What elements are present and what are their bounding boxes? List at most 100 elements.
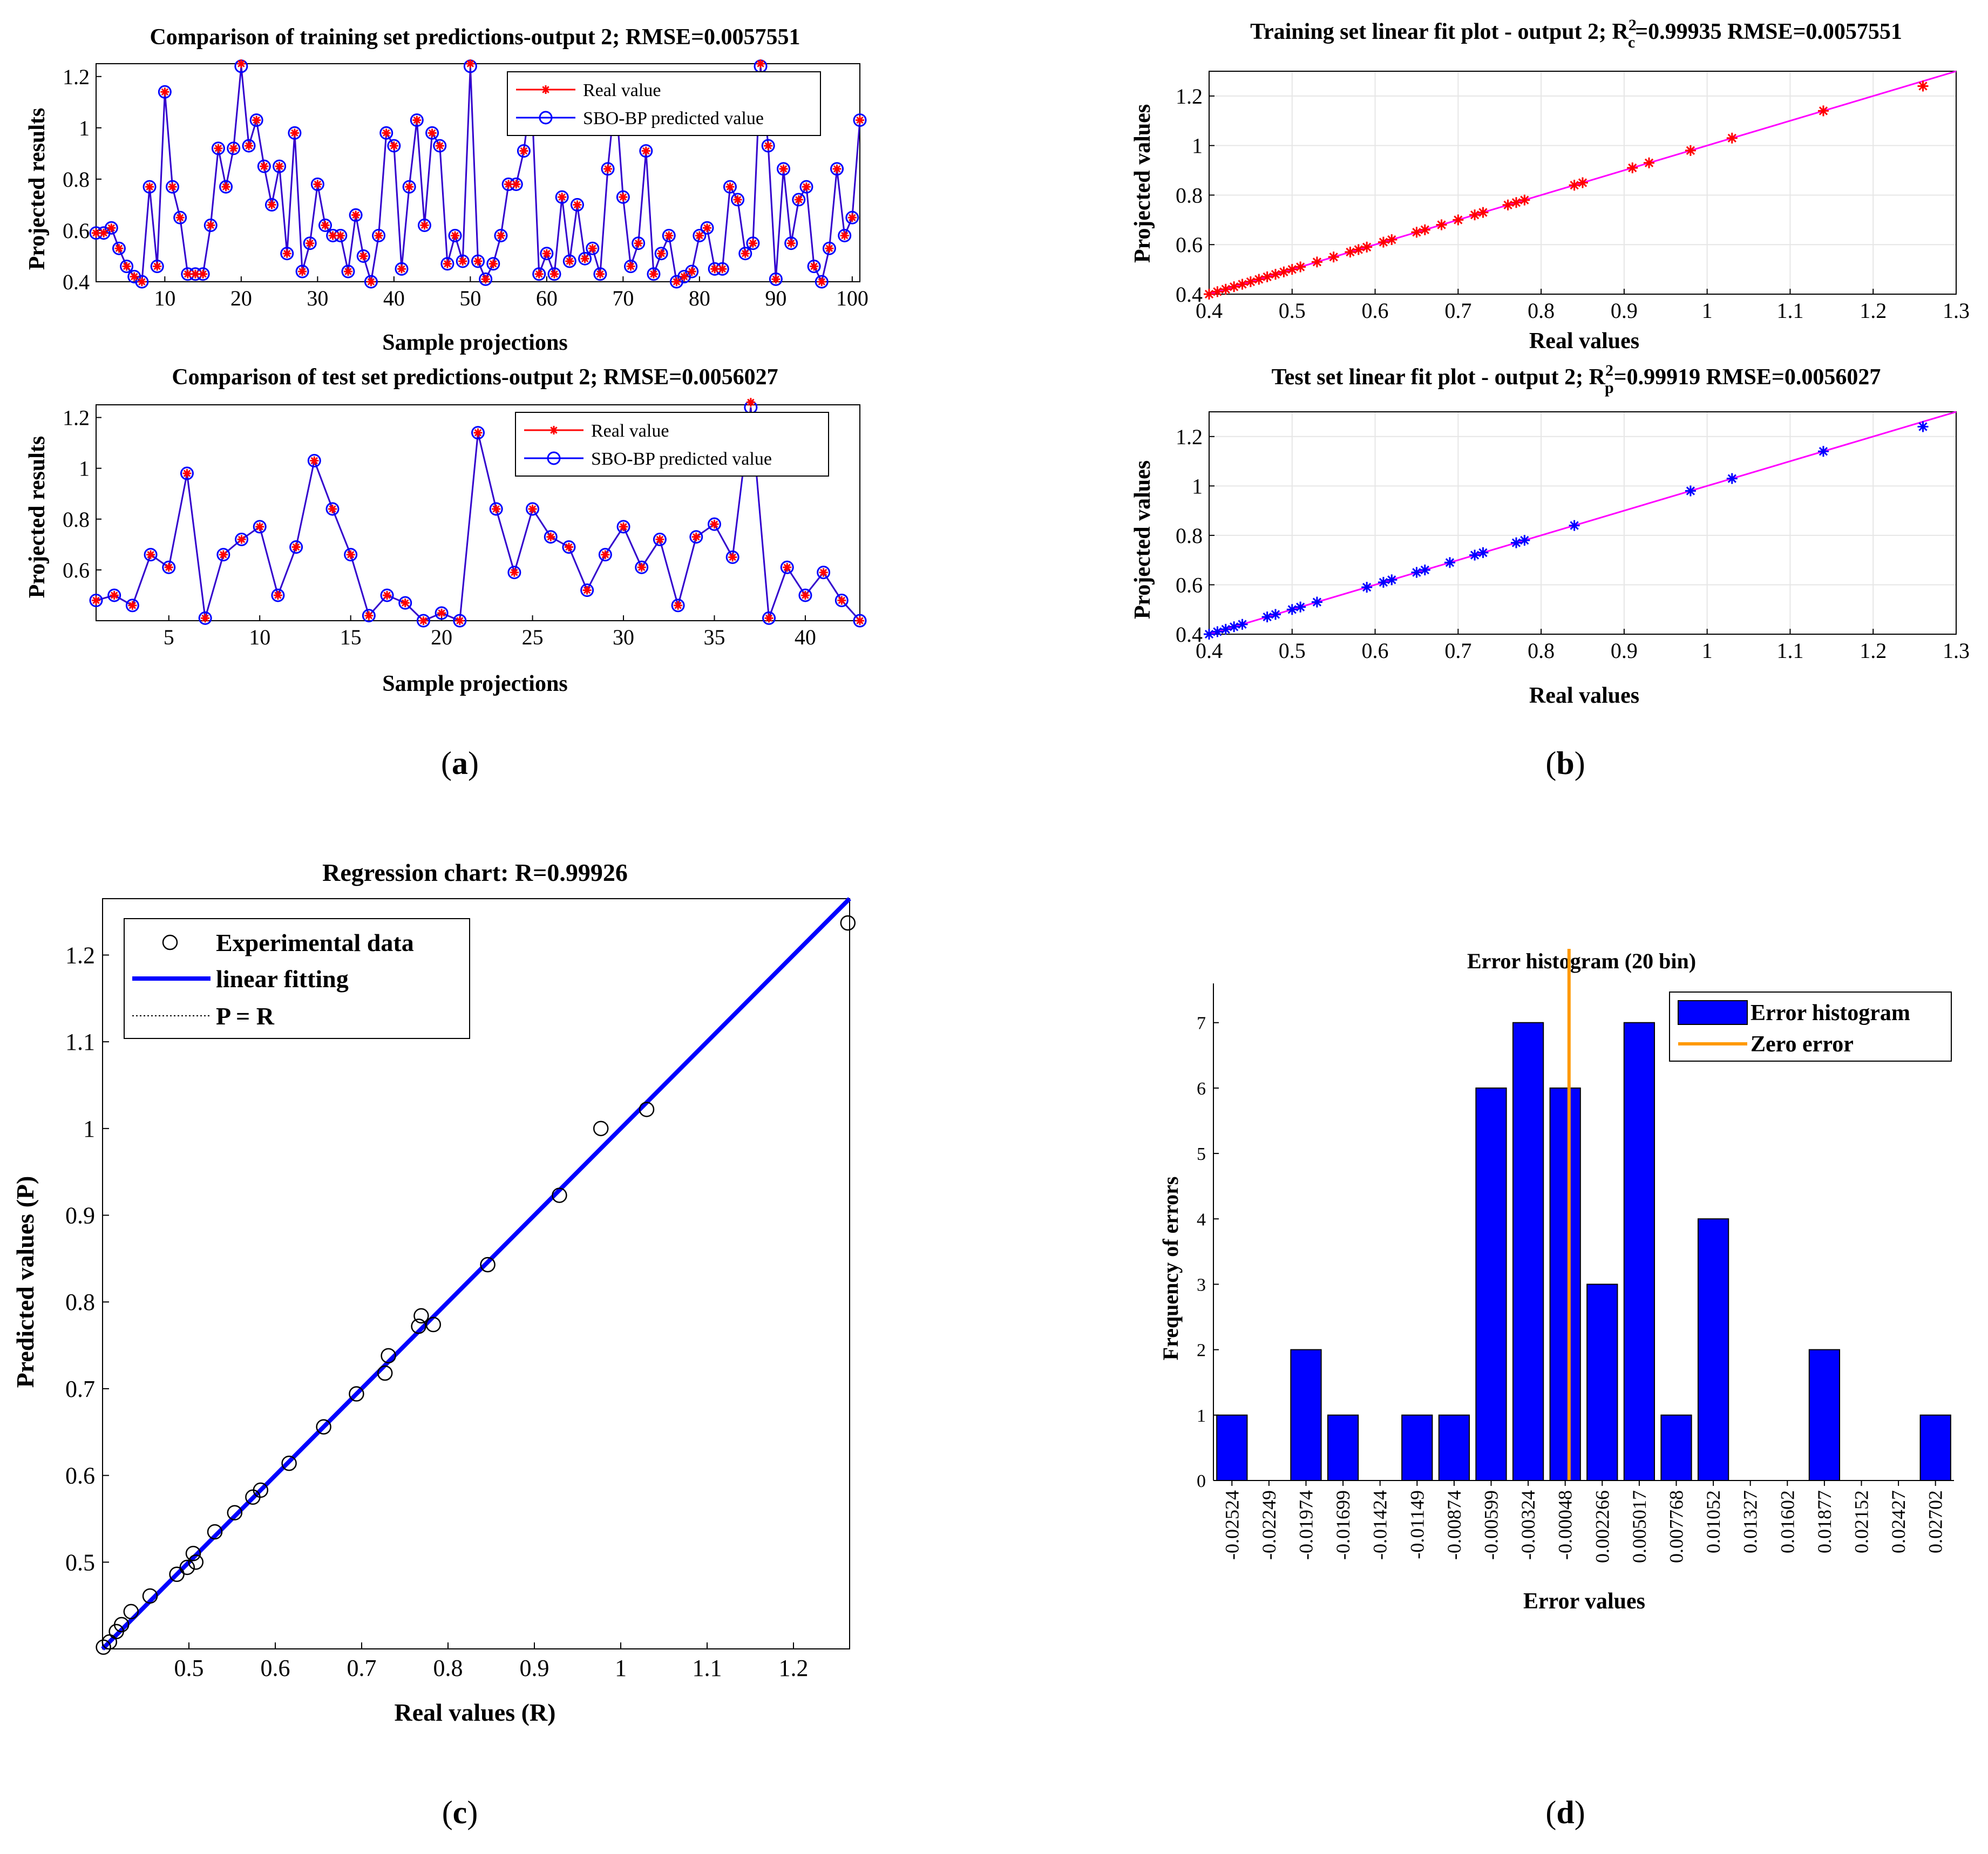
predicted-point: [303, 236, 317, 250]
data-point: [1726, 473, 1738, 484]
chart-a2-ylabel: Projected results: [25, 436, 50, 599]
predicted-point: [453, 614, 467, 628]
real-point: [519, 146, 528, 155]
data-point: [207, 1524, 223, 1540]
legend-predicted-label: SBO-BP predicted value: [591, 449, 772, 469]
real-point: [550, 269, 559, 279]
predicted-point: [647, 267, 661, 281]
data-point: [1510, 197, 1522, 208]
real-point: [746, 398, 755, 407]
predicted-point: [685, 264, 699, 279]
chart-c-xlabel: Real values (R): [395, 1699, 556, 1726]
real-point: [634, 239, 643, 248]
x-tick-label: 0.4: [1196, 298, 1223, 323]
y-tick-label: 1: [79, 116, 90, 140]
real-point: [564, 542, 573, 552]
predicted-point: [586, 241, 600, 255]
legend-histogram-label: Error histogram: [1750, 1001, 1910, 1026]
data-point: [123, 1604, 139, 1620]
chart-c-title: Regression chart: R=0.99926: [322, 859, 628, 886]
x-tick-label: -0.02524: [1221, 1490, 1243, 1560]
real-point: [664, 231, 674, 240]
data-point: [1411, 567, 1422, 578]
x-tick-label: -0.01974: [1295, 1490, 1317, 1560]
predicted-point: [456, 254, 470, 268]
real-point: [382, 128, 391, 138]
x-tick-label: 0.5: [1279, 639, 1306, 663]
y-tick-label: 1: [79, 457, 90, 481]
real-point: [245, 141, 253, 151]
real-point: [455, 616, 464, 625]
real-point: [145, 182, 154, 192]
real-point: [291, 542, 301, 552]
y-tick-label: 1: [83, 1116, 95, 1142]
y-tick-label: 7: [1197, 1014, 1206, 1034]
panel-d: Error histogram (20 bin) Error values Fr…: [1158, 949, 1954, 1614]
predicted-point: [235, 532, 249, 546]
y-tick-label: 0.5: [65, 1549, 95, 1575]
predicted-point: [364, 275, 378, 289]
predicted-point: [761, 139, 775, 153]
predicted-point: [173, 210, 187, 225]
y-tick-label: 0.6: [65, 1463, 95, 1489]
real-point: [473, 256, 483, 266]
predicted-point: [693, 228, 707, 242]
predicted-point: [654, 247, 668, 261]
y-tick-label: 0.8: [1176, 183, 1203, 207]
predicted-point: [853, 614, 867, 628]
predicted-point: [387, 139, 401, 153]
histogram-bar: [1290, 1349, 1322, 1482]
predicted-point: [307, 454, 321, 468]
real-point: [492, 504, 501, 513]
chart-b2-title: Test set linear fit plot - output 2; R2 p…: [1272, 362, 1881, 397]
chart-a2-plot: 5 10 15 20 25 30 35 40 0.6 0.8 1 1.2 Real value SBO-B…: [63, 398, 867, 649]
predicted-point: [227, 141, 241, 155]
predicted-point: [507, 566, 521, 580]
real-point: [364, 611, 374, 620]
predicted-point: [570, 198, 584, 212]
data-point: [1245, 276, 1256, 288]
real-point: [649, 269, 658, 279]
predicted-point: [632, 236, 646, 250]
x-tick-label: 0.9: [1611, 639, 1638, 663]
data-point: [1220, 623, 1231, 635]
data-point: [1569, 520, 1580, 531]
real-point: [655, 535, 664, 544]
real-point: [443, 259, 452, 268]
x-tick-label: 15: [340, 625, 362, 649]
x-tick-label: 35: [703, 625, 725, 649]
data-point: [349, 1386, 364, 1402]
y-tick-label: 0.4: [63, 270, 90, 294]
data-point: [840, 915, 856, 931]
data-point: [1510, 537, 1522, 548]
x-tick-label: 0.02427: [1888, 1490, 1909, 1553]
predicted-point: [580, 583, 594, 597]
data-point: [1477, 547, 1489, 558]
predicted-point: [166, 180, 179, 194]
real-point: [110, 590, 119, 600]
fit-line: [1209, 411, 1957, 635]
real-point: [783, 563, 792, 572]
x-tick-label: 70: [612, 286, 634, 310]
real-point: [328, 504, 337, 513]
real-point: [164, 563, 173, 572]
real-point: [840, 231, 849, 240]
real-point: [229, 144, 238, 153]
real-point: [252, 116, 261, 125]
real-point: [817, 277, 826, 286]
histogram-bar: [1697, 1218, 1729, 1482]
chart-a2-legend: [515, 412, 829, 477]
predicted-point: [216, 548, 230, 562]
caption-a: (a): [441, 745, 479, 781]
real-point: [856, 116, 864, 125]
chart-d-title: Error histogram (20 bin): [1467, 949, 1696, 973]
x-tick-label: 0.01877: [1814, 1490, 1835, 1553]
predicted-point: [723, 180, 737, 194]
real-point: [748, 239, 757, 248]
data-point: [1311, 596, 1322, 608]
data-point: [113, 1617, 130, 1633]
panel-a1: Comparison of training set predictions-o…: [25, 25, 869, 355]
data-point: [1453, 214, 1464, 226]
x-tick-label: -0.00324: [1517, 1490, 1539, 1560]
predicted-point: [662, 228, 676, 242]
